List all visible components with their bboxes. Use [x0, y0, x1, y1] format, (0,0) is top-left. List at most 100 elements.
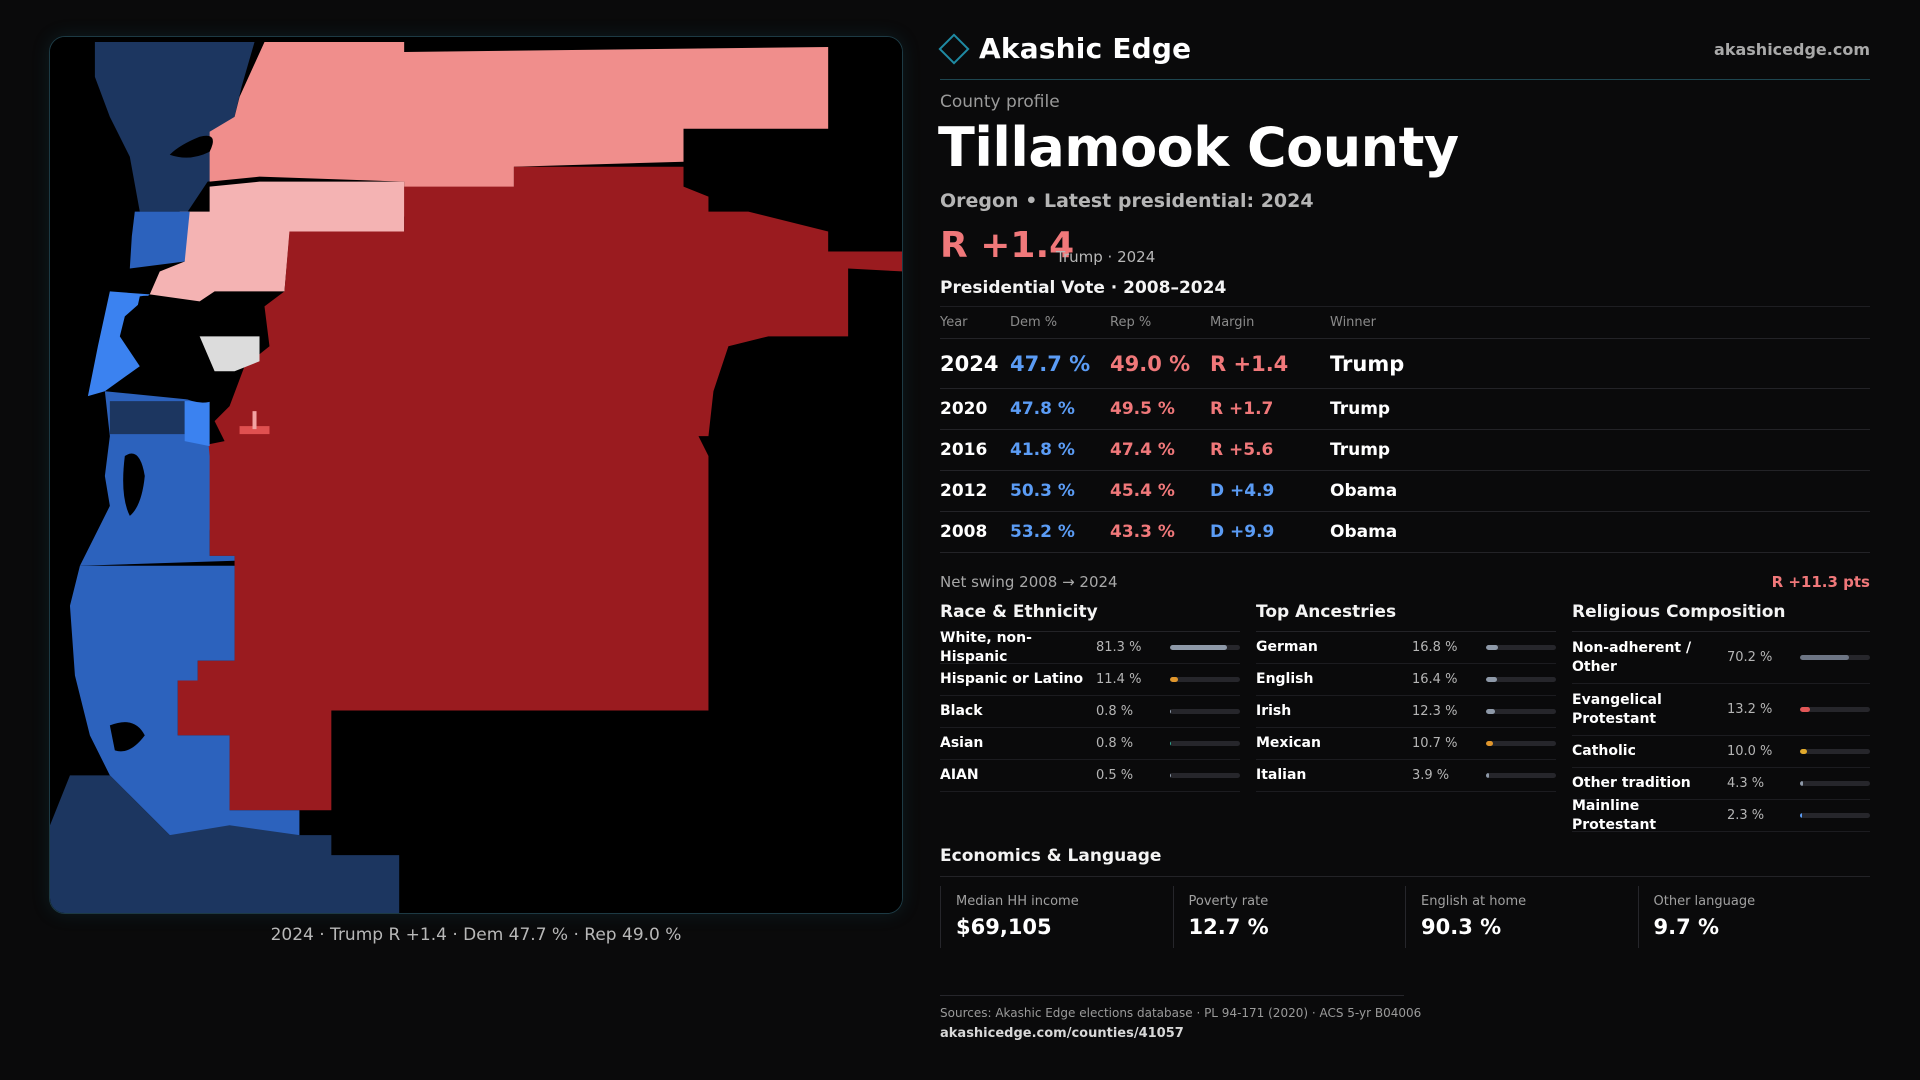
race-panel-title: Race & Ethnicity: [940, 602, 1240, 632]
page-title: Tillamook County: [938, 116, 1459, 179]
stat-label: Asian: [940, 735, 984, 752]
precinct-coast-lean-dem2[interactable]: [184, 401, 210, 447]
precinct-north-rep[interactable]: [209, 41, 829, 217]
list-item[interactable]: Mexican 10.7 %: [1256, 728, 1556, 760]
rep-cell: 49.5 %: [1110, 399, 1175, 419]
list-item[interactable]: Hispanic or Latino 11.4 %: [940, 664, 1240, 696]
list-item[interactable]: White, non-Hispanic 81.3 %: [940, 630, 1240, 665]
list-item[interactable]: Italian 3.9 %: [1256, 760, 1556, 792]
precinct-coast-lean-dem[interactable]: [87, 291, 150, 397]
economics-grid: Median HH income $69,105 Poverty rate 12…: [940, 886, 1870, 948]
stat-bar-fill: [1800, 707, 1810, 712]
list-item[interactable]: Irish 12.3 %: [1256, 696, 1556, 728]
list-item[interactable]: Non-adherent / Other 70.2 %: [1572, 632, 1870, 684]
footer-divider: [940, 995, 1404, 996]
margin-cell: R +1.7: [1210, 399, 1274, 419]
col-margin-header: Margin: [1210, 315, 1255, 330]
race-list: White, non-Hispanic 81.3 % Hispanic or Lat…: [940, 630, 1240, 792]
county-map[interactable]: [49, 36, 903, 914]
list-item[interactable]: German 16.8 %: [1256, 632, 1556, 664]
econ-label: Other language: [1653, 894, 1756, 909]
stat-bar-track: [1800, 749, 1870, 754]
list-item[interactable]: Catholic 10.0 %: [1572, 736, 1870, 768]
economics-divider: [940, 876, 1870, 877]
vote-table: Year Dem % Rep % Margin Winner 2024 47.7…: [940, 306, 1870, 553]
rep-cell: 43.3 %: [1110, 522, 1175, 542]
list-item[interactable]: Black 0.8 %: [940, 696, 1240, 728]
stat-value: 4.3 %: [1726, 776, 1765, 791]
winner-cell: Trump: [1330, 351, 1405, 376]
stat-label: English: [1256, 671, 1314, 688]
list-item[interactable]: AIAN 0.5 %: [940, 760, 1240, 792]
precinct-south-strong-dem[interactable]: [50, 775, 400, 913]
table-row[interactable]: 2020 47.8 % 49.5 % R +1.7 Trump: [940, 389, 1870, 430]
precinct-west-dem[interactable]: [129, 211, 190, 269]
econ-cell-income: Median HH income $69,105: [940, 886, 1173, 948]
stat-bar-fill: [1486, 709, 1495, 714]
stat-value: 10.0 %: [1726, 744, 1773, 759]
year-cell: 2008: [940, 522, 988, 542]
brand[interactable]: Akashic Edge: [938, 32, 1191, 65]
stat-label: Black: [940, 703, 983, 720]
stat-bar-fill: [1170, 645, 1227, 650]
list-item[interactable]: Mainline Protestant 2.3 %: [1572, 798, 1870, 833]
list-item[interactable]: Asian 0.8 %: [940, 728, 1240, 760]
stat-bar-track: [1170, 677, 1240, 682]
stat-bar-fill: [1170, 709, 1172, 714]
stat-value: 12.3 %: [1412, 704, 1458, 719]
stat-value: 81.3 %: [1096, 640, 1142, 655]
econ-value: 90.3 %: [1421, 915, 1502, 939]
stat-value: 0.8 %: [1096, 736, 1134, 751]
stat-value: 2.3 %: [1726, 808, 1765, 823]
stat-value: 0.8 %: [1096, 704, 1134, 719]
stat-label: Catholic: [1572, 743, 1636, 760]
stat-label: Evangelical Protestant: [1572, 692, 1662, 727]
vote-table-header: Year Dem % Rep % Margin Winner: [940, 307, 1870, 339]
stat-bar-track: [1486, 709, 1556, 714]
winner-cell: Trump: [1330, 440, 1391, 460]
footer-url[interactable]: akashicedge.com/counties/41057: [940, 1026, 1184, 1041]
econ-cell-poverty: Poverty rate 12.7 %: [1172, 886, 1406, 948]
stat-bar-fill: [1486, 773, 1489, 778]
stat-value: 13.2 %: [1726, 702, 1773, 717]
stat-value: 11.4 %: [1096, 672, 1142, 687]
stat-label: Hispanic or Latino: [940, 671, 1084, 688]
stat-bar-fill: [1486, 677, 1498, 682]
list-item[interactable]: Evangelical Protestant 13.2 %: [1572, 684, 1870, 736]
list-item[interactable]: English 16.4 %: [1256, 664, 1556, 696]
stat-bar-track: [1486, 741, 1556, 746]
stat-label: Mexican: [1256, 735, 1321, 752]
precinct-central-rep[interactable]: [177, 166, 902, 811]
stat-bar-fill: [1486, 741, 1494, 746]
table-row[interactable]: 2024 47.7 % 49.0 % R +1.4 Trump: [940, 339, 1870, 389]
vote-section-title: Presidential Vote · 2008–2024: [940, 278, 1227, 298]
tillamook-city-north[interactable]: [252, 411, 257, 430]
netarts-bay: [123, 453, 145, 516]
table-row[interactable]: 2016 41.8 % 47.4 % R +5.6 Trump: [940, 430, 1870, 471]
year-cell: 2020: [940, 399, 988, 419]
headline-margin: R +1.4: [940, 225, 1075, 266]
precinct-coast-dem-mid2[interactable]: [109, 401, 185, 435]
stat-bar-fill: [1800, 781, 1804, 786]
tillamook-city[interactable]: [239, 426, 270, 435]
precinct-tossup[interactable]: [199, 336, 260, 372]
table-row[interactable]: 2012 50.3 % 45.4 % D +4.9 Obama: [940, 471, 1870, 512]
precinct-south-dem[interactable]: [69, 565, 300, 836]
headline-note: Trump · 2024: [1056, 248, 1156, 266]
stat-value: 0.5 %: [1096, 768, 1134, 783]
precinct-north-rep-light[interactable]: [149, 181, 405, 302]
stat-bar-fill: [1170, 677, 1178, 682]
ancestry-panel-title: Top Ancestries: [1256, 602, 1556, 632]
stat-label: Irish: [1256, 703, 1292, 720]
nestucca-bay: [109, 722, 145, 752]
list-item[interactable]: Other tradition 4.3 %: [1572, 768, 1870, 800]
margin-cell: D +9.9: [1210, 522, 1275, 542]
stat-bar-fill: [1170, 773, 1172, 778]
site-link[interactable]: akashicedge.com: [1714, 40, 1870, 59]
dem-cell: 47.7 %: [1010, 351, 1091, 376]
table-row[interactable]: 2008 53.2 % 43.3 % D +9.9 Obama: [940, 512, 1870, 553]
stat-bar-fill: [1486, 645, 1498, 650]
dem-cell: 50.3 %: [1010, 481, 1075, 501]
dem-cell: 41.8 %: [1010, 440, 1075, 460]
econ-value: 12.7 %: [1188, 915, 1269, 939]
